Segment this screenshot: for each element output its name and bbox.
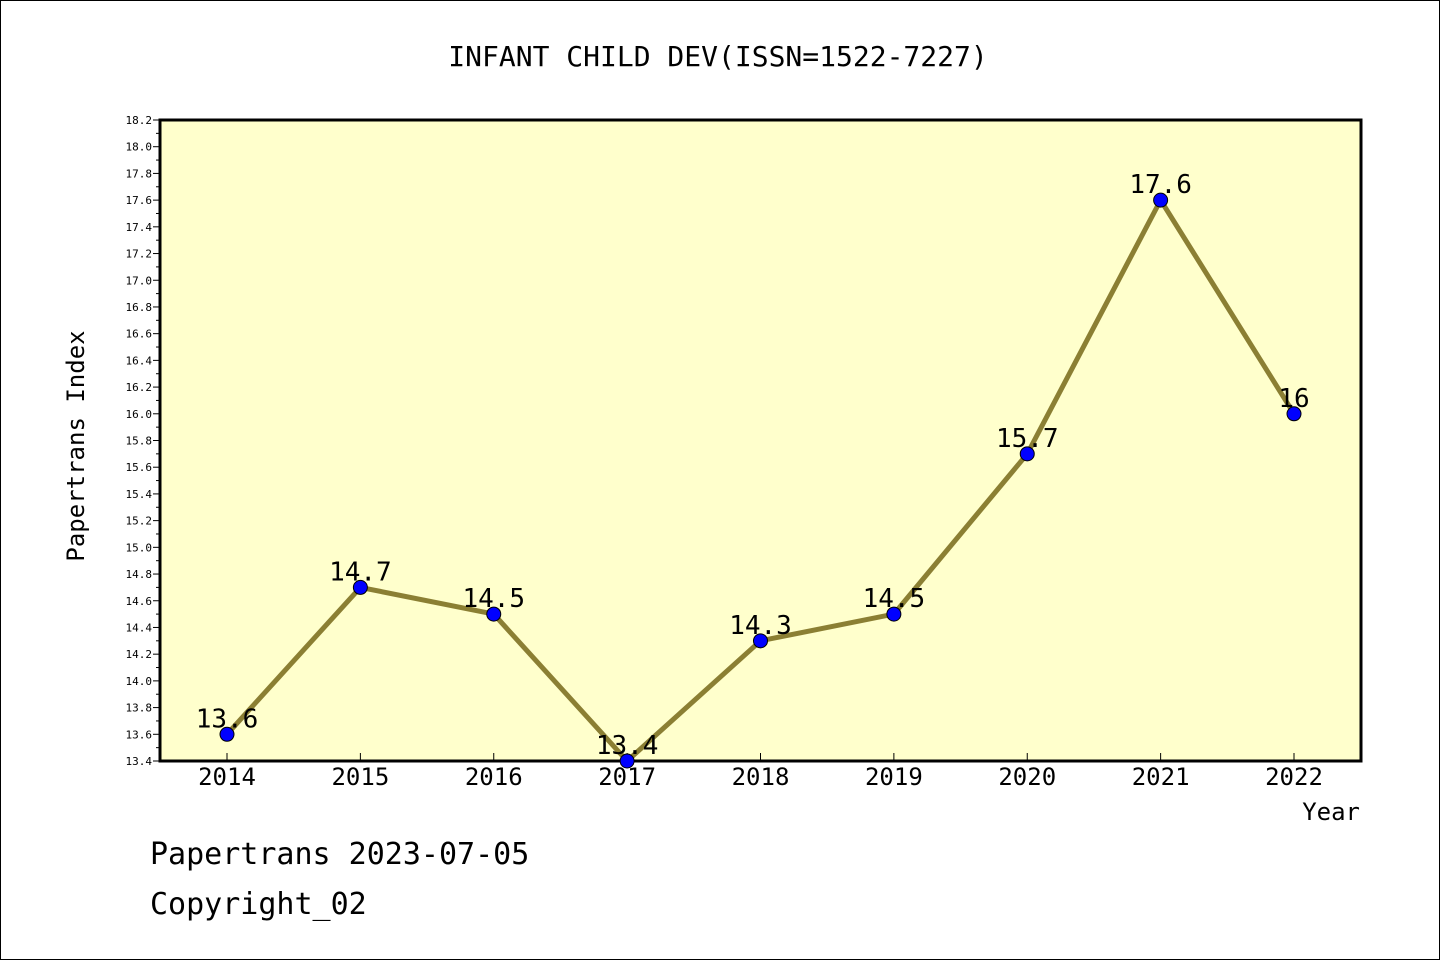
y-axis: 13.4 13.6 13.8 14.0 14.2 14.4 14.6 14.8 15.0 15.2… xyxy=(126,114,160,768)
y-tick-label: 14.8 xyxy=(126,568,153,581)
x-tick-label: 2020 xyxy=(998,763,1056,791)
y-tick-label: 17.0 xyxy=(126,274,153,287)
x-tick-label: 2022 xyxy=(1265,763,1323,791)
y-tick-label: 14.6 xyxy=(126,595,153,608)
data-label: 14.5 xyxy=(863,584,926,614)
plot-area xyxy=(158,118,1363,763)
data-label: 13.6 xyxy=(196,704,259,734)
x-axis: 2014 2015 2016 2017 2018 2019 2020 2021 2022 xyxy=(198,753,1323,791)
y-tick-label: 17.8 xyxy=(126,167,153,180)
y-tick-label: 17.2 xyxy=(126,248,153,261)
y-tick-label: 13.4 xyxy=(126,755,153,768)
footer-copyright: Copyright_02 xyxy=(150,887,367,922)
y-tick-label: 16.8 xyxy=(126,301,153,314)
y-tick-label: 14.4 xyxy=(126,621,153,634)
y-tick-label: 16.6 xyxy=(126,328,153,341)
y-tick-label: 14.2 xyxy=(126,648,153,661)
y-tick-label: 16.2 xyxy=(126,381,153,394)
y-tick-label: 18.2 xyxy=(126,114,153,127)
data-point xyxy=(486,606,502,622)
y-tick-label: 17.6 xyxy=(126,194,153,207)
y-tick-label: 14.0 xyxy=(126,675,153,688)
y-tick-label: 18.0 xyxy=(126,141,153,154)
data-label: 14.5 xyxy=(462,584,525,614)
y-tick-label: 15.6 xyxy=(126,461,153,474)
x-tick-label: 2015 xyxy=(331,763,389,791)
y-tick-label: 15.8 xyxy=(126,435,153,448)
chart-title: INFANT CHILD DEV(ISSN=1522-7227) xyxy=(448,40,987,73)
data-point xyxy=(352,579,368,595)
data-label: 16 xyxy=(1278,384,1309,414)
data-point xyxy=(753,633,768,649)
data-label: 14.3 xyxy=(729,611,792,641)
data-point xyxy=(219,726,235,742)
data-label: 17.6 xyxy=(1129,170,1192,200)
data-label: 15.7 xyxy=(996,424,1059,454)
data-label: 14.7 xyxy=(329,557,392,587)
x-tick-label: 2018 xyxy=(732,763,790,791)
x-axis-label: Year xyxy=(1302,798,1360,826)
data-label: 13.4 xyxy=(596,731,659,761)
y-tick-label: 15.4 xyxy=(126,488,153,501)
y-tick-label: 13.8 xyxy=(126,702,153,715)
y-tick-label: 16.4 xyxy=(126,354,153,367)
y-tick-label: 17.4 xyxy=(126,221,153,234)
data-point xyxy=(1019,446,1035,462)
y-tick-label: 15.0 xyxy=(126,541,153,554)
x-tick-label: 2016 xyxy=(465,763,523,791)
y-tick-label: 16.0 xyxy=(126,408,153,421)
data-point xyxy=(1286,406,1302,422)
x-tick-label: 2021 xyxy=(1132,763,1190,791)
data-point xyxy=(886,606,902,622)
footer-date: Papertrans 2023-07-05 xyxy=(150,837,529,872)
y-tick-label: 13.6 xyxy=(126,728,153,741)
y-axis-label: Papertrans Index xyxy=(62,330,90,561)
data-point xyxy=(619,753,635,769)
x-tick-label: 2019 xyxy=(865,763,923,791)
data-point xyxy=(1153,192,1169,208)
series: 13.6 14.7 14.5 13.4 14.3 14.5 15.7 17.6 16 xyxy=(196,170,1310,769)
x-tick-label: 2014 xyxy=(198,763,256,791)
y-tick-label: 15.2 xyxy=(126,515,153,528)
